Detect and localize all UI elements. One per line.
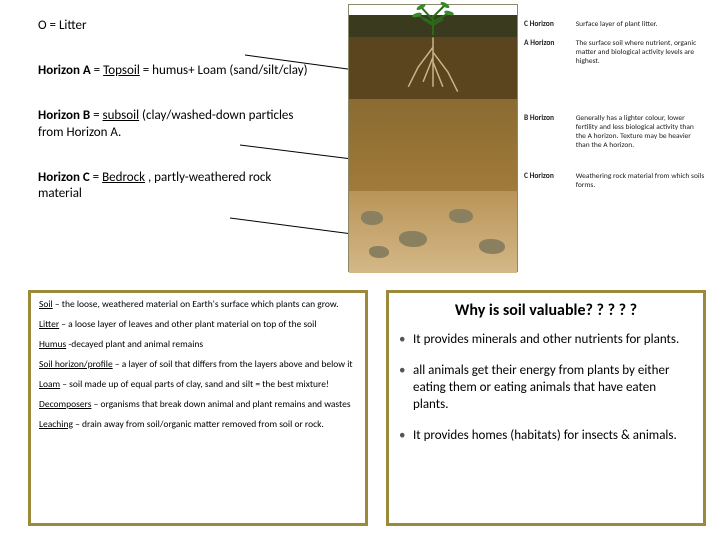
horizon-a-rest: = humus+ Loam (sand/silt/clay) [140, 63, 308, 78]
definitions-box: Soil – the loose, weathered material on … [28, 290, 368, 526]
horizon-a-label: Horizon A [38, 63, 91, 78]
horizon-o-def: O = Litter [38, 18, 318, 35]
dlabel-c-top-name: C Horizon [524, 20, 574, 29]
def-term: Litter [39, 318, 59, 330]
def-term: Decomposers [39, 398, 91, 410]
dlabel-c-desc: Weathering rock material from which soil… [576, 172, 706, 190]
horizon-c-under: Bedrock [102, 170, 145, 185]
def-text: – a loose layer of leaves and other plan… [59, 318, 316, 330]
def-text: – drain away from soil/organic matter re… [73, 418, 324, 430]
dlabel-a-name: A Horizon [524, 39, 574, 48]
def-horizon: Soil horizon/profile – a layer of soil t… [39, 359, 357, 370]
dlabel-c-top-desc: Surface layer of plant litter. [576, 20, 706, 29]
def-text: – soil made up of equal parts of clay, s… [60, 378, 329, 390]
dlabel-b-desc: Generally has a lighter colour, lower fe… [576, 114, 706, 150]
def-term: Humus [39, 338, 66, 350]
def-litter: Litter – a loose layer of leaves and oth… [39, 319, 357, 330]
layer-b [349, 99, 517, 191]
def-text: -decayed plant and animal remains [66, 338, 203, 350]
soil-profile-diagram [348, 4, 518, 272]
horizon-b-label: Horizon B [38, 108, 90, 123]
value-point-3: It provides homes (habitats) for insects… [399, 428, 693, 445]
eq-b: = [90, 108, 102, 123]
horizon-a-under: Topsoil [103, 63, 140, 78]
plant-icon [403, 0, 463, 35]
value-list: It provides minerals and other nutrients… [399, 332, 693, 444]
def-term: Leaching [39, 418, 73, 430]
def-soil: Soil – the loose, weathered material on … [39, 299, 357, 310]
def-leaching: Leaching – drain away from soil/organic … [39, 419, 357, 430]
value-title: Why is soil valuable? ? ? ? ? [399, 301, 693, 320]
eq-c: = [90, 170, 102, 185]
def-loam: Loam – soil made up of equal parts of cl… [39, 379, 357, 390]
def-text: – a layer of soil that differs from the … [113, 358, 353, 370]
value-point-1: It provides minerals and other nutrients… [399, 332, 693, 349]
layer-c [349, 191, 517, 273]
def-text: – organisms that break down animal and p… [91, 398, 350, 410]
dlabel-a-desc: The surface soil where nutrient, organic… [576, 39, 706, 66]
dlabel-b-name: B Horizon [524, 114, 574, 123]
horizon-b-under: subsoil [103, 108, 140, 123]
horizon-c-label: Horizon C [38, 170, 90, 185]
horizon-a-def: Horizon A = Topsoil = humus+ Loam (sand/… [38, 63, 318, 80]
def-term: Soil [39, 298, 53, 310]
layer-a [349, 37, 517, 99]
horizon-b-def: Horizon B = subsoil (clay/washed-down pa… [38, 108, 318, 142]
def-term: Soil horizon/profile [39, 358, 113, 370]
dlabel-c-name: C Horizon [524, 172, 574, 181]
def-term: Loam [39, 378, 60, 390]
roots-icon [349, 37, 517, 99]
def-humus: Humus -decayed plant and animal remains [39, 339, 357, 350]
def-decomposers: Decomposers – organisms that break down … [39, 399, 357, 410]
def-text: – the loose, weathered material on Earth… [53, 298, 339, 310]
diagram-labels: C Horizon Surface layer of plant litter.… [524, 10, 714, 200]
value-point-2: all animals get their energy from plants… [399, 363, 693, 414]
horizon-definitions: O = Litter Horizon A = Topsoil = humus+ … [38, 18, 318, 231]
horizon-c-def: Horizon C = Bedrock , partly-weathered r… [38, 170, 318, 204]
eq-a: = [91, 63, 103, 78]
value-box: Why is soil valuable? ? ? ? ? It provide… [386, 290, 706, 526]
